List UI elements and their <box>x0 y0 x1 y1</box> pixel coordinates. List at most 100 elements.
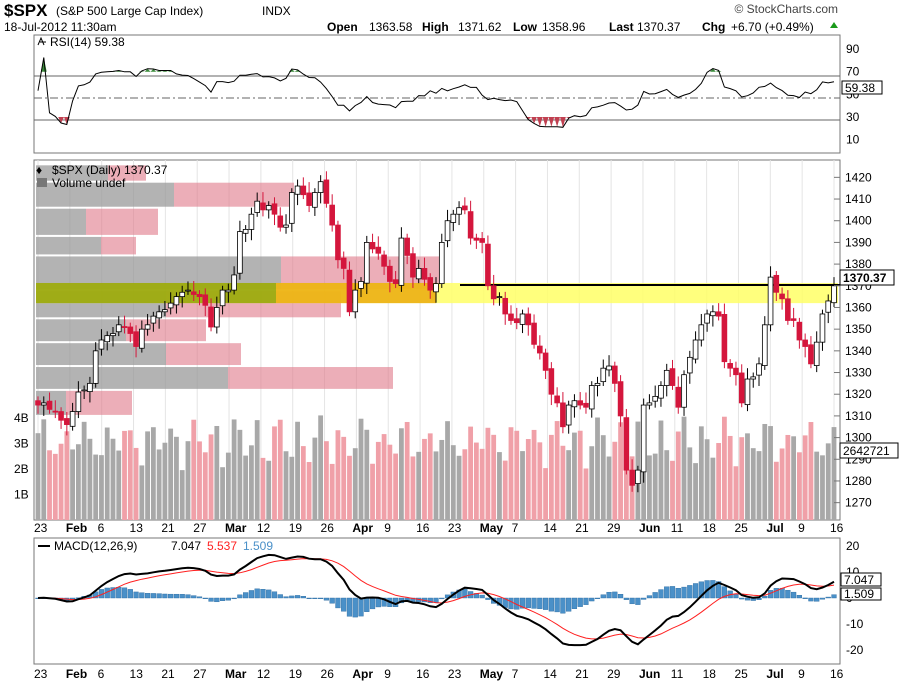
volume-bar <box>179 470 185 520</box>
candle-body <box>283 224 289 228</box>
rsi-legend: RSI(14) 59.38 <box>37 35 125 49</box>
macd-hist-bar <box>796 595 802 599</box>
volume-bar <box>600 435 606 520</box>
candle-body <box>335 224 341 261</box>
candle-body <box>721 314 728 363</box>
volume-bar <box>606 456 612 520</box>
vbp-down-bar <box>166 343 241 366</box>
last-label: Last <box>609 20 634 34</box>
volume-bar <box>237 429 243 520</box>
macd-hist-bar <box>825 596 831 599</box>
candle-body <box>323 179 330 204</box>
macd-hist-bar <box>762 595 768 599</box>
macd-hist-bar <box>127 589 133 599</box>
price-tick-label: 1380 <box>845 257 872 271</box>
low-value: 1358.96 <box>542 20 586 34</box>
volume-bar <box>225 452 231 520</box>
macd-hist-bar <box>277 594 283 599</box>
macd-hist-bar <box>381 597 387 607</box>
candle-body <box>277 215 284 228</box>
macd-legend-name: MACD(12,26,9) <box>54 539 137 553</box>
up-arrow-icon <box>830 22 838 28</box>
volume-bar <box>739 437 745 520</box>
x-tick-label: 13 <box>130 667 144 681</box>
volume-bar <box>352 448 358 520</box>
candle-body <box>796 321 803 341</box>
volume-bar <box>814 451 820 520</box>
candle-body <box>623 417 630 471</box>
macd-hist-bar <box>744 597 751 601</box>
volume-bar <box>358 418 364 520</box>
volume-bar <box>520 451 525 520</box>
volume-bar <box>791 436 797 520</box>
volume-bar <box>214 425 220 520</box>
price-tick-label: 1330 <box>845 366 872 380</box>
macd-hist-bar <box>352 597 358 618</box>
candle-body <box>779 293 785 300</box>
price-tick-label: 1310 <box>845 409 872 423</box>
candle-body <box>767 276 774 326</box>
macd-hist-bar <box>548 597 554 612</box>
volume-bar <box>35 433 41 520</box>
volume-bar <box>572 432 577 520</box>
rsi-line <box>37 57 835 128</box>
candle-body <box>242 228 249 234</box>
signal-legend-value: 5.537 <box>207 539 237 553</box>
volume-bar <box>675 431 681 520</box>
volume-value-label: 2642721 <box>843 444 890 458</box>
volume-bar <box>773 461 779 520</box>
candle-body <box>617 381 624 417</box>
volume-bar <box>93 454 99 520</box>
volume-bar <box>745 433 750 520</box>
open-value: 1363.58 <box>369 20 413 34</box>
volume-bar <box>312 437 318 520</box>
price-tick-label: 1300 <box>845 431 872 445</box>
price-legend-icon: ♦ <box>36 163 42 177</box>
candle-body <box>104 335 111 343</box>
candle-body <box>179 291 186 298</box>
candle-body <box>144 324 151 330</box>
candle-body <box>831 285 837 304</box>
macd-value-box <box>840 572 882 587</box>
candle-body <box>594 382 601 386</box>
candle-body <box>167 302 174 309</box>
candle-body <box>652 395 658 402</box>
macd-hist-bar <box>116 586 122 599</box>
volume-bar <box>577 430 583 520</box>
x-tick-label: 9 <box>384 667 391 681</box>
volume-bar <box>370 463 375 520</box>
volume-bar <box>508 427 514 520</box>
macd-hist-bar <box>369 597 376 610</box>
volume-tick-label: 1B <box>14 487 29 501</box>
macd-hist-bar <box>208 597 214 602</box>
low-label: Low <box>513 20 538 34</box>
vbp-up-bar <box>36 319 126 342</box>
volume-bar <box>468 426 474 520</box>
x-tick-label: 18 <box>703 667 717 681</box>
macd-hist-bar <box>168 593 174 599</box>
volume-bar <box>70 449 76 520</box>
macd-hist-bar <box>831 594 837 599</box>
macd-legend: MACD(12,26,9) 7.047 5.537 1.509 <box>38 539 273 553</box>
candle-body <box>462 205 468 211</box>
volume-bar <box>81 421 87 520</box>
volume-bar <box>87 438 93 520</box>
volume-bar <box>318 415 324 520</box>
volume-bar <box>249 445 254 520</box>
x-tick-label: 14 <box>543 521 557 535</box>
volume-bar <box>145 431 150 520</box>
candle-body <box>686 356 693 374</box>
x-tick-label: Feb <box>66 667 87 681</box>
macd-hist-bar <box>341 597 347 612</box>
x-tick-label: 14 <box>543 667 557 681</box>
vbp-down-bar <box>228 367 393 389</box>
volume-bar <box>531 429 537 520</box>
macd-legend-value: 7.047 <box>171 539 201 553</box>
candle-body <box>802 339 808 347</box>
macd-hist-bar <box>133 591 139 599</box>
macd-hist-bar <box>542 597 549 610</box>
macd-hist-bar <box>243 592 249 599</box>
price-tick-label: 1410 <box>845 192 872 206</box>
candle-body <box>87 382 93 393</box>
price-tick-label: 1340 <box>845 344 872 358</box>
